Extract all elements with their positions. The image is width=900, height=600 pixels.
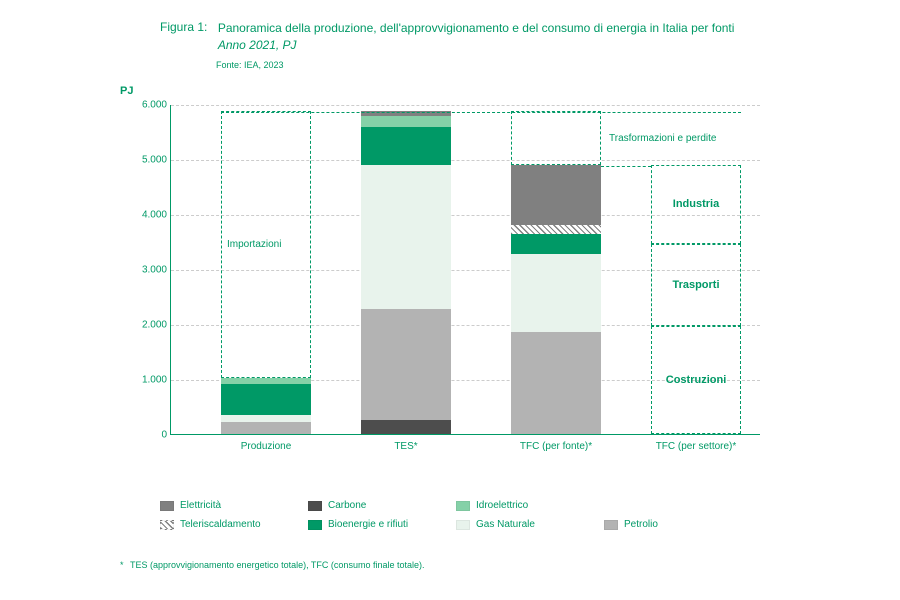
bar-segment-gas_naturale — [361, 165, 451, 309]
figure-label: Figura 1: — [160, 20, 207, 34]
legend-label: Teleriscaldamento — [180, 519, 261, 530]
legend-item-bioenergie: Bioenergie e rifiuti — [308, 519, 428, 530]
plot-region: 01.0002.0003.0004.0005.0006.000Produzion… — [170, 105, 760, 435]
sector-label: Trasporti — [652, 279, 740, 291]
figure-title-line-1: Panoramica della produzione, dell'approv… — [218, 21, 735, 35]
sector-box: Trasporti — [651, 244, 741, 326]
legend-label: Carbone — [328, 500, 366, 511]
legend-label: Elettricità — [180, 500, 221, 511]
legend-swatch — [456, 520, 470, 530]
legend-swatch — [160, 501, 174, 511]
sector-label: Industria — [652, 198, 740, 210]
sector-box: Industria — [651, 165, 741, 245]
figure-title: Panoramica della produzione, dell'approv… — [218, 20, 738, 54]
legend-item-elettricita: Elettricità — [160, 500, 280, 511]
legend-label: Petrolio — [624, 519, 658, 530]
y-axis-label: PJ — [120, 85, 133, 97]
legend-label: Gas Naturale — [476, 519, 535, 530]
bar-tfc-fonte: Trasformazioni e perdite — [511, 104, 601, 434]
x-tick-label: TES* — [336, 441, 476, 452]
legend-swatch — [160, 520, 174, 530]
y-tick-label: 4.000 — [131, 210, 167, 221]
legend-swatch — [308, 520, 322, 530]
legend-row: Elettricità Carbone Idroelettrico — [160, 500, 760, 511]
bar-segment-gas_naturale — [221, 415, 311, 422]
chart-area: PJ 01.0002.0003.0004.0005.0006.000Produz… — [140, 105, 780, 465]
legend-item-idroelettrico: Idroelettrico — [456, 500, 576, 511]
legend-swatch — [604, 520, 618, 530]
legend-item-carbone: Carbone — [308, 500, 428, 511]
legend-swatch — [456, 501, 470, 511]
bar-segment-bioenergie — [221, 384, 311, 415]
y-tick-label: 5.000 — [131, 155, 167, 166]
y-tick-label: 6.000 — [131, 100, 167, 111]
chart-header: Figura 1: Panoramica della produzione, d… — [160, 20, 760, 70]
x-tick-label: Produzione — [196, 441, 336, 452]
annotation-importazioni: Importazioni — [227, 239, 281, 250]
legend-swatch — [308, 501, 322, 511]
bar-tfc-settore: Costruzioni Trasporti Industria — [651, 104, 741, 434]
legend-row: Teleriscaldamento Bioenergie e rifiuti Gas… — [160, 519, 760, 530]
bar-segment-teleriscaldamento — [511, 225, 601, 234]
y-tick-label: 1.000 — [131, 375, 167, 386]
x-tick-label: TFC (per fonte)* — [486, 441, 626, 452]
connector-tes-line — [221, 112, 741, 113]
sector-label: Costruzioni — [652, 374, 740, 386]
legend-item-petrolio: Petrolio — [604, 519, 724, 530]
legend-label: Bioenergie e rifiuti — [328, 519, 408, 530]
figure-source: Fonte: IEA, 2023 — [216, 60, 760, 70]
bar-produzione: Importazioni — [221, 104, 311, 434]
legend-item-gas_naturale: Gas Naturale — [456, 519, 576, 530]
connector-tfc-line — [601, 166, 651, 167]
bar-segment-gas_naturale — [511, 254, 601, 333]
bar-segment-petrolio — [221, 422, 311, 434]
bar-segment-petrolio — [361, 309, 451, 420]
bar-segment-idroelettrico — [221, 378, 311, 384]
bar-segment-elettricita — [511, 165, 601, 226]
footnote: *TES (approvvigionamento energetico tota… — [120, 560, 424, 570]
bar-segment-idroelettrico — [361, 116, 451, 127]
legend-label: Idroelettrico — [476, 500, 528, 511]
y-tick-label: 0 — [131, 430, 167, 441]
outline-trasformazioni — [511, 111, 601, 165]
bar-segment-petrolio — [511, 332, 601, 434]
figure-subtitle: Anno 2021, PJ — [218, 37, 738, 54]
bar-segment-bioenergie — [511, 234, 601, 254]
sector-box: Costruzioni — [651, 326, 741, 434]
y-tick-label: 3.000 — [131, 265, 167, 276]
legend-item-teleriscaldamento: Teleriscaldamento — [160, 519, 280, 530]
bar-tes — [361, 104, 451, 434]
legend: Elettricità Carbone Idroelettrico Telerisc… — [160, 500, 760, 538]
footnote-text: TES (approvvigionamento energetico total… — [130, 560, 424, 570]
bar-segment-bioenergie — [361, 127, 451, 164]
y-tick-label: 2.000 — [131, 320, 167, 331]
bar-segment-carbone — [361, 420, 451, 434]
x-tick-label: TFC (per settore)* — [626, 441, 766, 452]
